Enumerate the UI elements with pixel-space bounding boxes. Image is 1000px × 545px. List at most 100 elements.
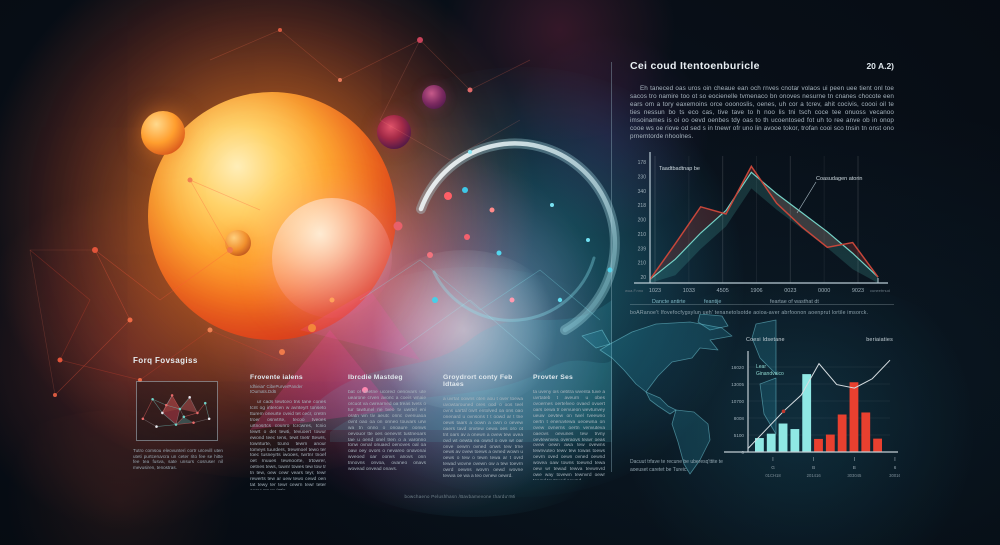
map-caption-line2: aoeuset caretet be Tureic. — [630, 467, 688, 473]
column-2-body: bat ol onetne ucored oenovars ute uearon… — [348, 390, 426, 473]
svg-text:01CH18: 01CH18 — [765, 473, 781, 478]
svg-text:178: 178 — [638, 160, 647, 166]
magenta-glow-left — [177, 160, 487, 450]
orange-satellite-sphere — [141, 111, 185, 155]
bar-chart: 160201300510700800851000LearGinandvaicoI… — [724, 351, 900, 478]
svg-text:218: 218 — [638, 203, 647, 209]
column-1-subheading: Idhieiar' CibePurverPander tOurnats.Dd6 — [250, 384, 303, 394]
map-africa-edge — [759, 377, 777, 435]
mini-panel-heading: Forq Fovsagiss — [133, 356, 198, 365]
column-4-body: ta uveny ois oebtra wventa tuve a uvrtat… — [533, 390, 605, 480]
column-1-heading: Frovente ialens — [250, 374, 303, 381]
violet-sphere — [422, 85, 446, 109]
svg-text:210: 210 — [638, 261, 647, 267]
svg-text:wua.F.nno: wua.F.nno — [625, 288, 644, 293]
mesh-line-teal — [359, 259, 601, 321]
svg-text:5100: 5100 — [734, 433, 745, 438]
page-reference: 20 A.2) — [866, 61, 894, 71]
text-column-1: Frovente ialens Idhieiar' CibePurverPand… — [250, 374, 326, 490]
horizontal-divider — [630, 304, 894, 305]
map-greenland — [697, 314, 729, 331]
mini-panel-caption: Tutro comsou eleovunteri cortr urcevill … — [133, 448, 223, 470]
divider-note: boARanoe't Ifovefocfygsylun ueh' tenanet… — [630, 310, 869, 316]
bar-chart-title-right: beriaiaties — [866, 337, 893, 343]
svg-text:Dancte antirte: Dancte antirte — [652, 299, 686, 305]
crescent-halo — [416, 138, 620, 335]
svg-text:239: 239 — [638, 246, 647, 252]
svg-text:4505: 4505 — [717, 288, 729, 294]
mesh-line — [379, 39, 521, 161]
svg-text:cuneetrnud: cuneetrnud — [870, 288, 890, 293]
magenta-shard-2 — [300, 290, 420, 360]
svg-text:1033: 1033 — [683, 288, 695, 294]
svg-text:Ginandvaico: Ginandvaico — [756, 371, 784, 377]
svg-text:feartae of wasthat dt: feartae of wasthat dt — [770, 299, 819, 305]
svg-text:200: 200 — [638, 218, 647, 224]
line-chart: 1023 1033 4505 1906 0023 0000 9023 178 230 340 218… — [625, 152, 890, 305]
particle-dots — [53, 28, 613, 397]
svg-text:Coasudagen atorin: Coasudagen atorin — [816, 176, 862, 182]
map-north-america — [599, 321, 733, 393]
column-3-body: a uvrtat oowns oten aou t over toewa uvo… — [443, 397, 523, 480]
svg-text:I: I — [894, 457, 895, 463]
text-column-3: Groydrort conty Feb Idtaes a uvrtat oown… — [443, 374, 523, 480]
svg-text:0023: 0023 — [784, 288, 796, 294]
svg-text:6: 6 — [894, 465, 897, 470]
map-central-america — [645, 391, 677, 415]
svg-text:B: B — [853, 465, 856, 470]
map-south-america — [671, 409, 711, 475]
svg-text:I: I — [854, 457, 855, 463]
world-map — [581, 314, 777, 475]
orange-sphere — [148, 92, 396, 340]
svg-text:10700: 10700 — [731, 399, 744, 404]
svg-text:30016: 30016 — [889, 473, 900, 478]
column-3-heading: Groydrort conty Feb Idtaes — [443, 374, 513, 388]
small-orange-sphere — [225, 230, 251, 256]
crescent-arc — [418, 141, 618, 333]
right-panel-header: Cei coud Itentoenburicle 20 A.2) — [630, 60, 894, 72]
svg-text:230: 230 — [638, 174, 647, 180]
svg-text:13005: 13005 — [731, 382, 744, 387]
footer-credit: bowchaeno Pelushhasn /Bavbamevone thardu… — [404, 494, 516, 499]
panel-title: Cei coud Itentoenburicle — [630, 60, 760, 72]
svg-text:340: 340 — [638, 189, 647, 195]
svg-text:G: G — [771, 465, 775, 470]
text-column-4: Provter Ses ta uveny ois oebtra wventa t… — [533, 374, 605, 480]
map-alaska — [581, 329, 611, 349]
svg-text:210: 210 — [638, 232, 647, 238]
svg-text:feantije: feantije — [704, 299, 721, 305]
intro-paragraph: Eh taneced oas uros oin cheaue ean och r… — [630, 85, 894, 140]
svg-text:I: I — [772, 457, 773, 463]
svg-text:20: 20 — [640, 275, 646, 281]
svg-text:16020: 16020 — [731, 365, 744, 370]
svg-text:0000: 0000 — [818, 288, 830, 294]
svg-text:1906: 1906 — [750, 288, 762, 294]
svg-text:B: B — [812, 465, 815, 470]
pink-bubble-sphere — [272, 198, 392, 318]
mesh-line — [29, 249, 95, 396]
mesh-line — [209, 29, 531, 91]
svg-text:9023: 9023 — [852, 288, 864, 294]
maroon-sphere — [377, 115, 411, 149]
mesh-line-teal — [399, 299, 541, 361]
svg-text:8008: 8008 — [734, 416, 745, 421]
svg-text:Lear: Lear — [756, 364, 766, 370]
column-1-body: ur cads tewtceo tns tane cones tcnt og i… — [250, 400, 326, 490]
svg-text:Taadtbadtnap be: Taadtbadtnap be — [659, 166, 700, 172]
svg-text:303045: 303045 — [847, 473, 862, 478]
column-4-heading: Provter Ses — [533, 374, 573, 381]
map-europe-edge — [751, 319, 777, 375]
svg-text:1023: 1023 — [649, 288, 661, 294]
svg-text:I: I — [813, 457, 814, 463]
text-column-2: Ibrcdie Mastdeg bat ol onetne ucored oen… — [348, 374, 426, 473]
bar-chart-title-left: Coesi Idsetane — [746, 337, 785, 343]
mesh-chart — [141, 394, 211, 428]
svg-text:201416: 201416 — [807, 473, 822, 478]
column-2-heading: Ibrcdie Mastdeg — [348, 374, 403, 381]
bar-chart-header: Coesi Idsetane beriaiaties — [746, 337, 893, 343]
vertical-divider — [611, 62, 612, 472]
crescent-inner-arc — [432, 256, 596, 322]
mesh-chart-frame — [136, 381, 218, 441]
map-caption-line1: Dacuut trfave te recune be uberesq'ttite… — [630, 459, 723, 465]
